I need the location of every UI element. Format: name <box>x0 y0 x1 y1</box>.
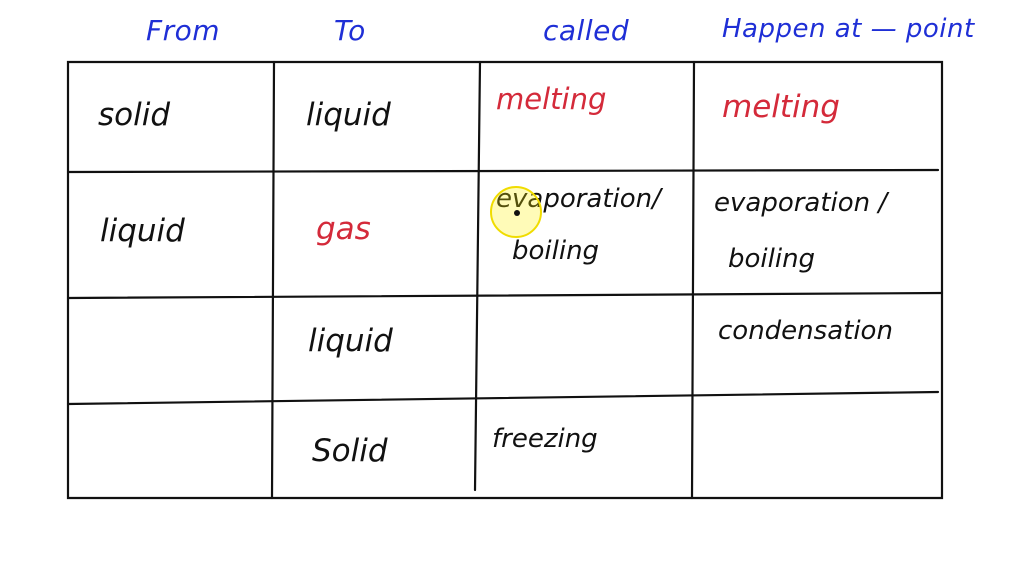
row2-happen-at-line1: evaporation / <box>714 188 888 218</box>
row1-happen-at: melting <box>722 89 840 125</box>
header-from: From <box>146 14 221 47</box>
row3-to: liquid <box>308 323 393 359</box>
row2-called-line2: boiling <box>512 236 600 266</box>
row1-called: melting <box>496 82 607 116</box>
header-happen-at: Happen at — point <box>722 14 975 44</box>
pointer-highlight <box>490 186 542 238</box>
row3-happen-at: condensation <box>718 316 893 346</box>
row2-happen-at-line2: boiling <box>728 244 816 274</box>
row1-to: liquid <box>306 97 391 133</box>
row1-from: solid <box>98 97 171 133</box>
row2-to: gas <box>316 211 371 247</box>
pointer-dot <box>514 210 520 216</box>
row2-from: liquid <box>100 213 185 249</box>
row4-to: Solid <box>312 433 388 469</box>
row4-called: freezing <box>492 424 598 454</box>
header-called: called <box>543 14 630 47</box>
header-to: To <box>334 14 366 47</box>
